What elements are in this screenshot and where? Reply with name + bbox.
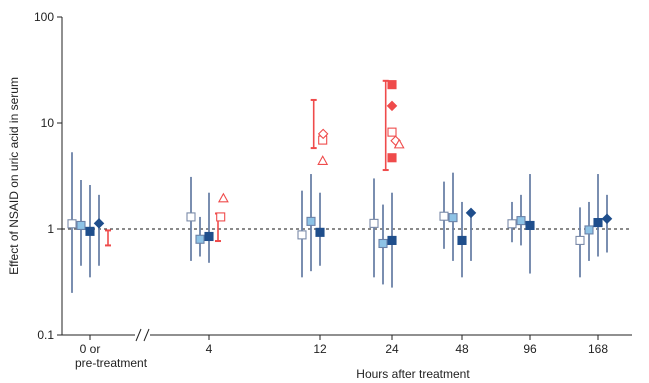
data-point-square [378, 238, 388, 249]
x-tick-label: 48 [455, 342, 469, 356]
data-point-square [369, 218, 379, 228]
error-bars [71, 79, 608, 293]
data-point-square [584, 225, 594, 235]
data-point-square [85, 226, 95, 236]
data-point-square [387, 127, 397, 137]
y-tick-label: 1 [47, 222, 54, 236]
data-point-square [186, 212, 196, 222]
data-point-square [516, 216, 526, 226]
data-point-square [387, 80, 397, 90]
data-point-square [195, 234, 205, 244]
data-point-square [387, 235, 397, 245]
data-point-square [67, 219, 77, 229]
data-point-diamond [465, 207, 477, 219]
data-point-triangle [217, 192, 229, 203]
x-tick-label: 0 or [80, 342, 101, 356]
x-tick-label: 168 [588, 342, 608, 356]
data-point-square [525, 220, 535, 231]
data-point-diamond [93, 218, 105, 229]
data-point-triangle [317, 155, 329, 165]
x-tick-label: 96 [523, 342, 537, 356]
x-tick-label: 12 [313, 342, 327, 356]
y-tick-label: 100 [34, 10, 54, 24]
data-point-square [448, 213, 458, 223]
data-point-diamond [601, 213, 613, 225]
data-point-square [204, 231, 214, 242]
y-axis-title: Effect of NSAID on uric acid in serum [7, 77, 21, 275]
data-point-square [575, 235, 585, 245]
data-point-square [297, 230, 307, 240]
data-point-diamond [386, 100, 398, 112]
data-point-triangle [393, 138, 405, 149]
data-point-square [315, 227, 325, 237]
y-tick-label: 10 [41, 116, 55, 130]
x-tick-label: 24 [385, 342, 399, 356]
y-ticks: 0.1 1 10 100 [34, 10, 62, 342]
data-point-square [457, 235, 467, 245]
axis-break [135, 328, 150, 342]
data-point-square [387, 153, 397, 163]
markers [67, 80, 613, 249]
data-point-square [76, 220, 86, 231]
data-point-square [216, 212, 226, 222]
data-point-square [507, 219, 517, 229]
y-tick-label: 0.1 [37, 328, 54, 342]
data-point-square [439, 211, 449, 221]
data-point-square [306, 216, 316, 226]
x-axis-title: Hours after treatment [356, 367, 470, 381]
data-point-diamond [317, 128, 329, 140]
data-point-square [593, 218, 603, 228]
x-tick-label: 4 [206, 342, 213, 356]
x-tick-label: pre-treatment [75, 356, 148, 370]
axes: Effect of NSAID on uric acid in serum Ho… [7, 17, 632, 381]
